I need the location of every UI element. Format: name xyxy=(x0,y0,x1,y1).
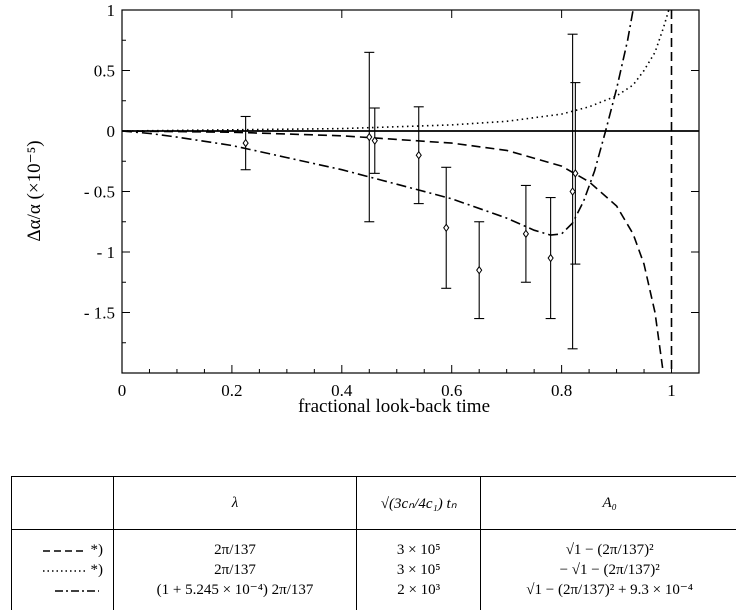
x-tick-label: 0.4 xyxy=(331,381,353,400)
dashdot-series-line xyxy=(122,10,634,236)
y-axis-label: Δα/α (×10⁻⁵) xyxy=(24,140,45,241)
parameter-table: λ √(3cₙ/4c₁) tₙ A₀ *) 2π/137 3 × 10⁵ √1 … xyxy=(11,476,736,610)
lambda-cell: 2π/137 xyxy=(112,560,358,580)
x-tick-label: 0.6 xyxy=(441,381,462,400)
x-tick-label: 0.2 xyxy=(221,381,242,400)
data-point-marker xyxy=(569,187,576,196)
line-style-cell: *) xyxy=(11,560,114,580)
x-axis-label: fractional look-back time xyxy=(298,396,490,417)
a0-cell: − √1 − (2π/137)² xyxy=(480,560,736,580)
plot-frame xyxy=(121,9,700,374)
dotted-series-line xyxy=(122,10,670,132)
y-tick-label: 0 xyxy=(107,122,116,141)
data-point-marker xyxy=(415,150,422,160)
table-header-tn: √(3cₙ/4c₁) tₙ xyxy=(356,476,482,530)
footnote-mark: *) xyxy=(90,562,104,578)
lambda-cell: 2π/137 xyxy=(112,529,358,560)
data-point-marker xyxy=(572,168,579,178)
table-header-style xyxy=(11,476,114,530)
data-point-marker xyxy=(522,229,530,239)
table-row: (1 + 5.245 × 10⁻⁴) 2π/137 2 × 10³ √1 − (… xyxy=(11,580,736,610)
data-point-marker xyxy=(371,136,378,146)
dashed-line-sample xyxy=(42,548,87,554)
tn-cell: 3 × 10⁵ xyxy=(356,560,482,580)
lambda-cell: (1 + 5.245 × 10⁻⁴) 2π/137 xyxy=(112,580,358,610)
y-tick-label: - 1.5 xyxy=(84,304,115,323)
dashed-series-line xyxy=(122,130,665,373)
dashdot-line-sample xyxy=(55,588,99,594)
dotted-line-sample xyxy=(42,568,87,574)
table-header-row: λ √(3cₙ/4c₁) tₙ A₀ xyxy=(11,476,736,530)
data-point-marker xyxy=(443,223,450,233)
a0-cell: √1 − (2π/137)² + 9.3 × 10⁻⁴ xyxy=(480,580,736,610)
footnote-mark: *) xyxy=(90,542,104,558)
data-point-marker xyxy=(547,253,554,263)
y-tick-label: - 1 xyxy=(97,243,115,262)
x-tick-label: 1 xyxy=(667,381,676,400)
y-tick-label: 1 xyxy=(107,1,116,20)
x-tick-label: 0.8 xyxy=(551,381,572,400)
table-header-lambda: λ xyxy=(112,476,358,530)
x-tick-label: 0 xyxy=(118,381,127,400)
line-style-cell xyxy=(11,580,114,610)
chart: 0 0.2 0.4 0.6 0.8 1 1 0.5 0 - 0.5 - 1 - 1.5 fractio… xyxy=(24,1,700,417)
table-header-a0: A₀ xyxy=(480,476,736,530)
tn-cell: 2 × 10³ xyxy=(356,580,482,610)
data-point-marker xyxy=(242,138,249,148)
y-tick-label: 0.5 xyxy=(94,62,115,81)
data-point-marker xyxy=(366,132,373,142)
table-row: *) 2π/137 3 × 10⁵ − √1 − (2π/137)² xyxy=(11,560,736,580)
a0-cell: √1 − (2π/137)² xyxy=(480,529,736,560)
data-point-marker xyxy=(476,265,483,275)
tn-cell: 3 × 10⁵ xyxy=(356,529,482,560)
line-style-cell: *) xyxy=(11,529,114,560)
table-row: *) 2π/137 3 × 10⁵ √1 − (2π/137)² xyxy=(11,529,736,560)
y-tick-label: - 0.5 xyxy=(84,183,115,202)
